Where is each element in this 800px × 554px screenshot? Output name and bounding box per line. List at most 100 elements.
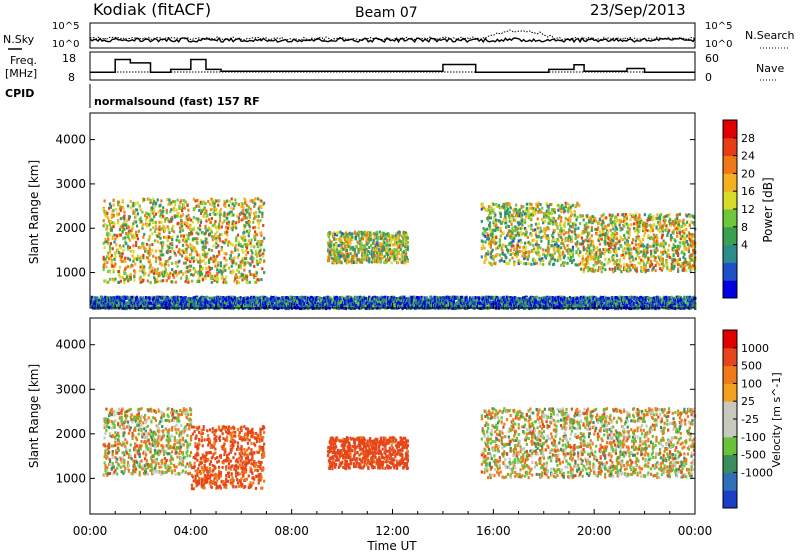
scatter-cell [368, 239, 371, 243]
scatter-cell [205, 237, 208, 241]
scatter-cell [188, 257, 191, 261]
scatter-cell [196, 253, 199, 257]
scatter-cell [500, 221, 503, 225]
scatter-cell [582, 268, 585, 272]
scatter-cell [488, 224, 492, 228]
scatter-cell [217, 278, 220, 282]
scatter-cell [159, 257, 162, 261]
scatter-cell [672, 247, 675, 251]
scatter-cell [683, 241, 686, 245]
scatter-cell [567, 239, 570, 243]
scatter-cell [615, 259, 619, 263]
scatter-cell [650, 254, 653, 258]
scatter-cell [336, 258, 340, 262]
scatter-cell [626, 251, 629, 255]
scatter-cell [333, 234, 336, 238]
scatter-cell [234, 224, 237, 228]
scatter-cell [176, 264, 179, 268]
scatter-cell [486, 232, 489, 236]
scatter-cell [351, 235, 354, 239]
scatter-cell [596, 232, 599, 236]
scatter-cell [395, 248, 399, 252]
scatter-cell [167, 296, 170, 300]
scatter-cell [199, 256, 202, 260]
scatter-cell [217, 203, 220, 207]
scatter-cell [548, 218, 551, 222]
scatter-cell [186, 222, 189, 226]
scatter-cell [559, 222, 562, 226]
scatter-cell [143, 246, 146, 250]
scatter-cell [260, 233, 263, 237]
scatter-cell [518, 245, 521, 249]
scatter-cell [131, 298, 134, 302]
scatter-cell [579, 221, 582, 225]
scatter-cell [516, 243, 520, 247]
scatter-cell [625, 269, 628, 273]
scatter-cell [692, 245, 695, 249]
scatter-cell [615, 237, 619, 241]
scatter-cell [649, 213, 652, 217]
scatter-cell [208, 226, 211, 230]
scatter-cell [612, 242, 615, 246]
scatter-cell [155, 279, 158, 283]
scatter-cell [650, 263, 654, 267]
scatter-cell [664, 251, 667, 255]
scatter-cell [218, 219, 222, 223]
scatter-cell [182, 261, 186, 265]
scatter-cell [112, 214, 115, 218]
scatter-cell [195, 231, 198, 235]
scatter-cell [614, 226, 618, 230]
scatter-cell [192, 273, 195, 277]
scatter-cell [241, 237, 244, 241]
scatter-cell [365, 258, 368, 262]
scatter-cell [607, 247, 611, 251]
scatter-cell [351, 232, 354, 236]
scatter-cell [513, 210, 516, 214]
scatter-cell [524, 241, 527, 245]
scatter-cell [582, 263, 585, 267]
scatter-cell [379, 260, 383, 264]
scatter-cell [677, 263, 681, 267]
scatter-cell [650, 235, 653, 239]
scatter-cell [247, 234, 250, 238]
scatter-cell [530, 262, 533, 266]
scatter-cell [608, 267, 611, 271]
scatter-cell [150, 207, 153, 211]
scatter-cell [132, 233, 135, 237]
scatter-cell [142, 278, 145, 282]
scatter-cell [659, 213, 663, 217]
scatter-cell [235, 281, 239, 285]
scatter-cell [523, 245, 526, 249]
scatter-cell [181, 249, 185, 253]
scatter-cell [216, 225, 219, 229]
scatter-cell [251, 258, 254, 262]
scatter-cell [154, 212, 158, 216]
scatter-cell [230, 197, 233, 201]
scatter-cell [662, 245, 665, 249]
scatter-cell [207, 270, 210, 274]
scatter-cell [500, 258, 503, 262]
scatter-cell [673, 264, 676, 268]
scatter-cell [629, 218, 632, 222]
scatter-cell [551, 254, 555, 258]
scatter-cell [224, 279, 227, 283]
scatter-cell [571, 222, 575, 226]
scatter-cell [169, 255, 172, 259]
scatter-cell [604, 247, 607, 251]
scatter-cell [202, 214, 205, 218]
scatter-cell [107, 216, 110, 220]
scatter-cell [197, 220, 200, 224]
scatter-cell [248, 269, 251, 273]
scatter-cell [112, 295, 115, 299]
scatter-cell [187, 278, 190, 282]
scatter-cell [379, 237, 383, 241]
scatter-cell [184, 270, 187, 274]
scatter-cell [654, 269, 657, 273]
scatter-cell [676, 234, 679, 238]
scatter-cell [257, 226, 260, 230]
scatter-cell [224, 204, 227, 208]
scatter-cell [365, 240, 368, 244]
scatter-cell [361, 235, 365, 239]
scatter-cell [149, 217, 152, 221]
scatter-cell [181, 213, 185, 217]
